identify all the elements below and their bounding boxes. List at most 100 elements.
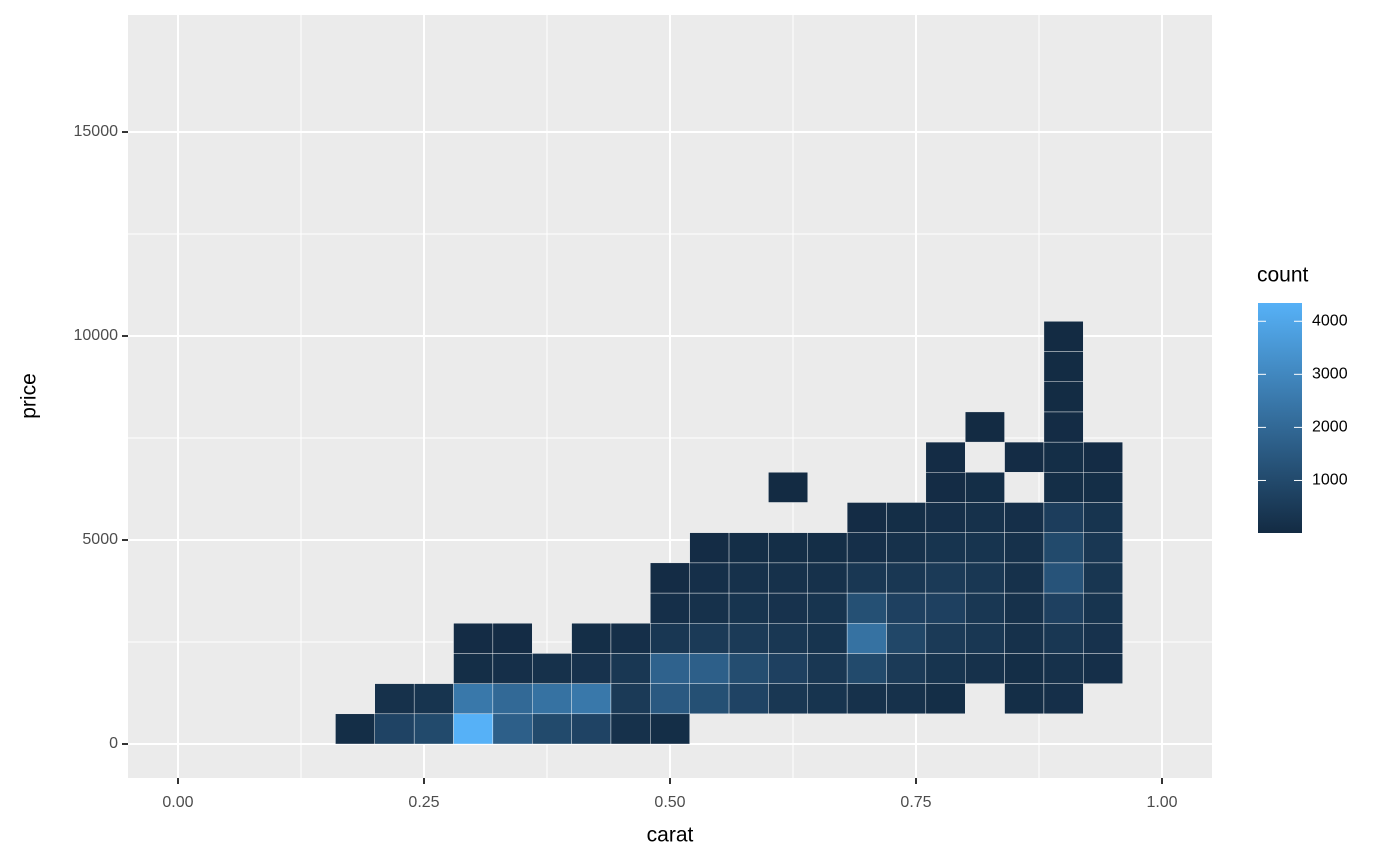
bin	[571, 623, 612, 654]
x-tick-label: 0.50	[654, 794, 685, 811]
bin	[1004, 592, 1045, 624]
bin	[886, 653, 927, 684]
bin	[807, 562, 848, 594]
bin	[650, 592, 690, 624]
bin	[532, 713, 572, 745]
bin	[1004, 441, 1045, 473]
bin	[1043, 381, 1084, 413]
bin	[768, 623, 808, 654]
bin	[1043, 532, 1084, 564]
bin	[846, 683, 887, 715]
bin	[532, 653, 572, 684]
bin	[846, 653, 887, 684]
bin	[374, 713, 415, 745]
bin	[1083, 441, 1123, 473]
bin	[1004, 683, 1045, 715]
bin	[965, 653, 1005, 684]
colorbar	[1258, 303, 1302, 533]
bin	[374, 683, 415, 715]
bin	[925, 592, 966, 624]
bin	[768, 653, 808, 684]
y-tick-label: 0	[109, 735, 118, 752]
bin	[571, 683, 612, 715]
bin	[1083, 562, 1123, 594]
bin	[768, 472, 808, 503]
bin	[1043, 411, 1084, 443]
bin	[689, 592, 730, 624]
bin	[886, 502, 927, 533]
bin	[846, 532, 887, 564]
bin	[532, 683, 572, 715]
legend-tick-label: 4000	[1312, 312, 1348, 329]
bin	[728, 592, 769, 624]
x-tick-label: 1.00	[1146, 794, 1177, 811]
bin	[846, 592, 887, 624]
axes: 0.00 0.25 0.50 0.75 1.00 0 5000 10000 15000	[74, 123, 1178, 811]
bin	[1083, 532, 1123, 564]
x-axis-title: carat	[647, 824, 694, 847]
bin	[571, 713, 612, 745]
y-tick-label: 10000	[74, 327, 119, 344]
x-tick-label: 0.75	[900, 794, 931, 811]
bin	[925, 623, 966, 654]
bin	[1043, 653, 1084, 684]
bin	[413, 713, 454, 745]
legend: 1000 2000 3000 4000	[1258, 303, 1348, 533]
bin	[650, 713, 690, 745]
bin	[492, 683, 533, 715]
bin	[886, 683, 927, 715]
bin	[1043, 683, 1084, 715]
bin	[925, 502, 966, 533]
bin	[965, 562, 1005, 594]
y-tick-label: 15000	[74, 123, 119, 140]
bin	[1043, 592, 1084, 624]
bin	[1043, 623, 1084, 654]
bin	[965, 623, 1005, 654]
bin	[925, 441, 966, 473]
bin	[1083, 502, 1123, 533]
bin	[886, 562, 927, 594]
legend-tick-label: 2000	[1312, 419, 1348, 436]
bin	[453, 653, 494, 684]
bin	[689, 683, 730, 715]
bin	[453, 623, 494, 654]
bin	[807, 623, 848, 654]
bin	[1043, 321, 1084, 352]
x-tick-label: 0.25	[408, 794, 439, 811]
bin	[689, 532, 730, 564]
bin	[846, 623, 887, 654]
bin	[886, 532, 927, 564]
bin	[492, 713, 533, 745]
bin	[807, 592, 848, 624]
bin	[807, 683, 848, 715]
bin	[650, 653, 690, 684]
bin	[1083, 592, 1123, 624]
bin	[965, 532, 1005, 564]
bin	[1083, 653, 1123, 684]
bin	[689, 562, 730, 594]
legend-tick-label: 3000	[1312, 366, 1348, 383]
bin	[728, 683, 769, 715]
bin	[1043, 472, 1084, 503]
bin	[728, 653, 769, 684]
bin	[1004, 623, 1045, 654]
bin	[768, 562, 808, 594]
bin	[768, 592, 808, 624]
bin	[925, 532, 966, 564]
bin	[768, 532, 808, 564]
bin	[413, 683, 454, 715]
bin	[728, 623, 769, 654]
bin	[846, 502, 887, 533]
y-tick-label: 5000	[82, 531, 118, 548]
bin	[1043, 441, 1084, 473]
bin	[807, 532, 848, 564]
bin	[925, 472, 966, 503]
bin	[965, 502, 1005, 533]
bin	[610, 713, 651, 745]
bin	[1043, 502, 1084, 533]
bin	[925, 683, 966, 715]
bin	[689, 653, 730, 684]
bin	[650, 683, 690, 715]
bin	[335, 713, 375, 745]
